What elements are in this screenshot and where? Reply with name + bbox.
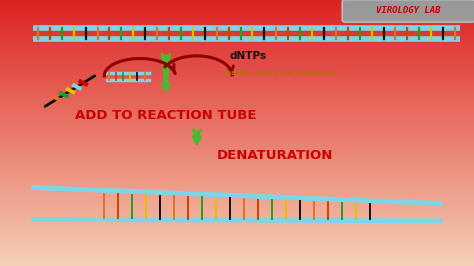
Text: ADD TO REACTION TUBE: ADD TO REACTION TUBE <box>75 109 256 122</box>
Text: THERMAL STABLE  DNA POLYMERASE: THERMAL STABLE DNA POLYMERASE <box>223 71 337 76</box>
Text: VIROLOGY LAB: VIROLOGY LAB <box>376 6 441 15</box>
Text: dNTPs: dNTPs <box>230 51 267 61</box>
FancyBboxPatch shape <box>342 0 474 22</box>
Text: DENATURATION: DENATURATION <box>217 149 333 162</box>
